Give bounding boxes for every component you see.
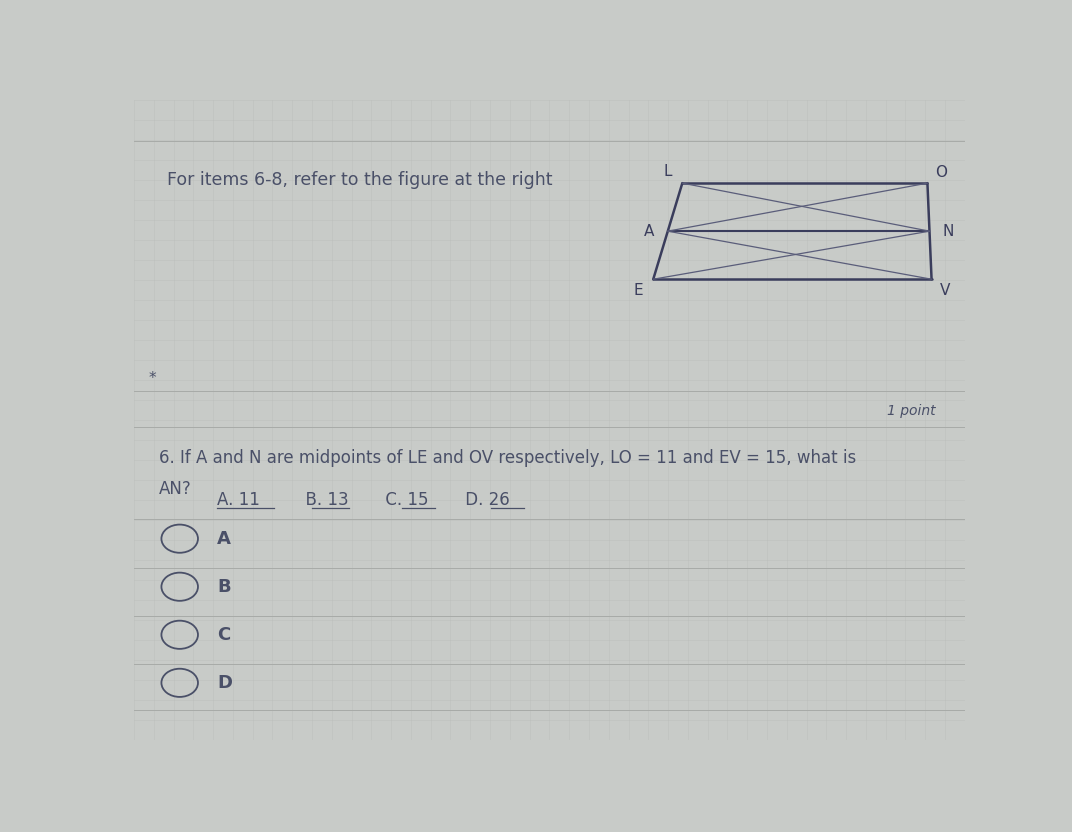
Text: A. 11: A. 11 — [217, 491, 259, 509]
Text: V: V — [940, 283, 950, 298]
Text: For items 6-8, refer to the figure at the right: For items 6-8, refer to the figure at th… — [167, 171, 553, 189]
Text: D: D — [217, 674, 232, 692]
Text: O: O — [935, 166, 947, 181]
Text: C: C — [217, 626, 230, 644]
Text: L: L — [664, 164, 672, 179]
Text: *: * — [149, 371, 157, 386]
Text: 6. If A and N are midpoints of LE and OV respectively, LO = 11 and EV = 15, what: 6. If A and N are midpoints of LE and OV… — [159, 449, 857, 498]
Text: A: A — [217, 530, 230, 547]
Text: A: A — [644, 224, 655, 239]
Text: B. 13       C. 15       D. 26: B. 13 C. 15 D. 26 — [273, 491, 509, 509]
Text: E: E — [634, 283, 643, 298]
Text: 1 point: 1 point — [888, 404, 936, 418]
Text: B: B — [217, 577, 230, 596]
Text: N: N — [942, 224, 953, 239]
